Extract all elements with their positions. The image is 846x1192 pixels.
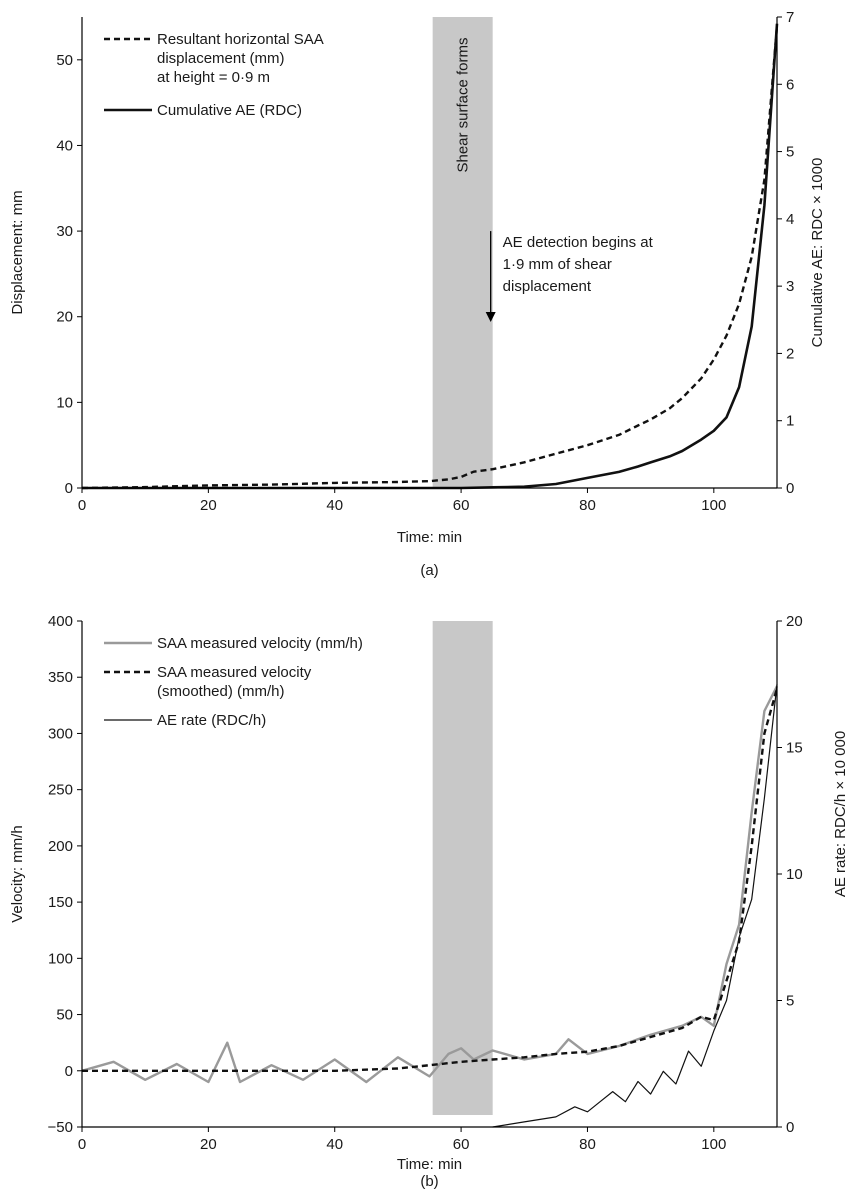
y-tick-label-a-40: 40 (56, 137, 73, 154)
y-tick-label-b-0: 0 (65, 1063, 73, 1080)
shaded-region-label-a: Shear surface forms (455, 37, 472, 172)
y-tick-label-a-20: 20 (56, 309, 73, 326)
y2-tick-label-a-4: 4 (786, 211, 794, 228)
x-tick-label-b-80: 80 (579, 1136, 596, 1153)
y2-axis-label-a: Cumulative AE: RDC × 1000 (809, 158, 826, 348)
annotation-text-2: 1·9 mm of shear (503, 256, 612, 273)
x-tick-label-a-100: 100 (701, 497, 726, 514)
y-tick-label-b-400: 400 (48, 613, 73, 630)
x-axis-label-a: Time: min (397, 529, 462, 546)
y2-tick-label-a-6: 6 (786, 76, 794, 93)
y-axis-label-a: Displacement: mm (9, 190, 26, 314)
legend-label-a-1-1: Resultant horizontal SAA (157, 31, 324, 48)
annotation-arrowhead (485, 312, 496, 323)
x-tick-label-a-20: 20 (200, 497, 217, 514)
axes-a: 0 20 40 60 80 100 0 10 20 30 40 50 0 1 2 3 4 5 6 7 (56, 9, 794, 514)
series-line-b-3 (492, 684, 778, 1128)
plot-lines-a (81, 23, 779, 490)
y-tick-label-b-50: 50 (56, 1007, 73, 1024)
shaded-region-a (432, 17, 493, 488)
y2-tick-label-a-0: 0 (786, 480, 794, 497)
y-tick-label-b-350: 350 (48, 669, 73, 686)
legend-label-b-2-1: SAA measured velocity (157, 664, 312, 681)
x-tick-label-b-0: 0 (78, 1136, 86, 1153)
x-tick-label-b-60: 60 (453, 1136, 470, 1153)
legend-label-a-1-2: displacement (mm) (157, 50, 285, 67)
y2-axis-label-b: AE rate: RDC/h × 10 000 (832, 731, 846, 897)
legend-b: SAA measured velocity (mm/h) SAA measured… (104, 635, 363, 729)
annotation-text-1: AE detection begins at (503, 234, 654, 251)
y2-tick-label-b-20: 20 (786, 613, 803, 630)
annotation-a: AE detection begins at 1·9 mm of shear dis… (485, 231, 654, 323)
y-tick-label-b--50: −50 (48, 1119, 73, 1136)
legend-label-b-1-1: SAA measured velocity (mm/h) (157, 635, 363, 652)
panel-label-a: (a) (420, 562, 438, 579)
x-tick-label-b-40: 40 (326, 1136, 343, 1153)
y-tick-label-b-300: 300 (48, 725, 73, 742)
y-axis-label-b: Velocity: mm/h (9, 825, 26, 923)
y2-tick-label-a-1: 1 (786, 413, 794, 430)
y-tick-label-b-250: 250 (48, 782, 73, 799)
y2-tick-label-b-15: 15 (786, 740, 803, 757)
y-tick-label-a-50: 50 (56, 52, 73, 69)
series-line-b-2 (82, 688, 779, 1073)
y-tick-label-b-150: 150 (48, 894, 73, 911)
panel-label-b: (b) (420, 1173, 438, 1190)
axes-b: 0 20 40 60 80 100 −50 0 50 100 150 200 250 300 350 400 0… (48, 613, 803, 1153)
y2-tick-label-b-10: 10 (786, 866, 803, 883)
x-tick-label-a-60: 60 (453, 497, 470, 514)
series-line-a-2 (82, 23, 779, 490)
annotation-text-3: displacement (503, 278, 592, 295)
legend-label-a-1-3: at height = 0·9 m (157, 69, 270, 86)
y2-tick-label-a-2: 2 (786, 345, 794, 362)
panel-b: 0 20 40 60 80 100 −50 0 50 100 150 200 250 300 350 400 0… (9, 613, 846, 1190)
plot-lines-b (81, 684, 779, 1128)
y-tick-label-b-200: 200 (48, 838, 73, 855)
y-tick-label-a-10: 10 (56, 394, 73, 411)
y2-tick-label-b-0: 0 (786, 1119, 794, 1136)
x-tick-label-a-0: 0 (78, 497, 86, 514)
y2-tick-label-b-5: 5 (786, 993, 794, 1010)
series-line-b-1 (81, 685, 779, 1084)
series-line-a-1 (81, 25, 779, 490)
y2-tick-label-a-3: 3 (786, 278, 794, 295)
legend-a: Resultant horizontal SAA displacement (mm… (104, 31, 324, 119)
x-axis-label-b: Time: min (397, 1156, 462, 1173)
x-tick-label-b-20: 20 (200, 1136, 217, 1153)
x-tick-label-b-100: 100 (701, 1136, 726, 1153)
legend-label-a-2-1: Cumulative AE (RDC) (157, 102, 302, 119)
x-tick-label-a-80: 80 (579, 497, 596, 514)
shaded-region-b (432, 621, 493, 1115)
panel-a: Shear surface forms 0 20 40 60 80 10001020304… (9, 9, 826, 579)
legend-label-b-2-2: (smoothed) (mm/h) (157, 683, 285, 700)
y2-tick-label-a-5: 5 (786, 144, 794, 161)
y2-tick-label-a-7: 7 (786, 9, 794, 26)
x-tick-label-a-40: 40 (326, 497, 343, 514)
y-tick-label-a-0: 0 (65, 480, 73, 497)
legend-label-b-3-1: AE rate (RDC/h) (157, 712, 266, 729)
y-tick-label-b-100: 100 (48, 950, 73, 967)
y-tick-label-a-30: 30 (56, 223, 73, 240)
